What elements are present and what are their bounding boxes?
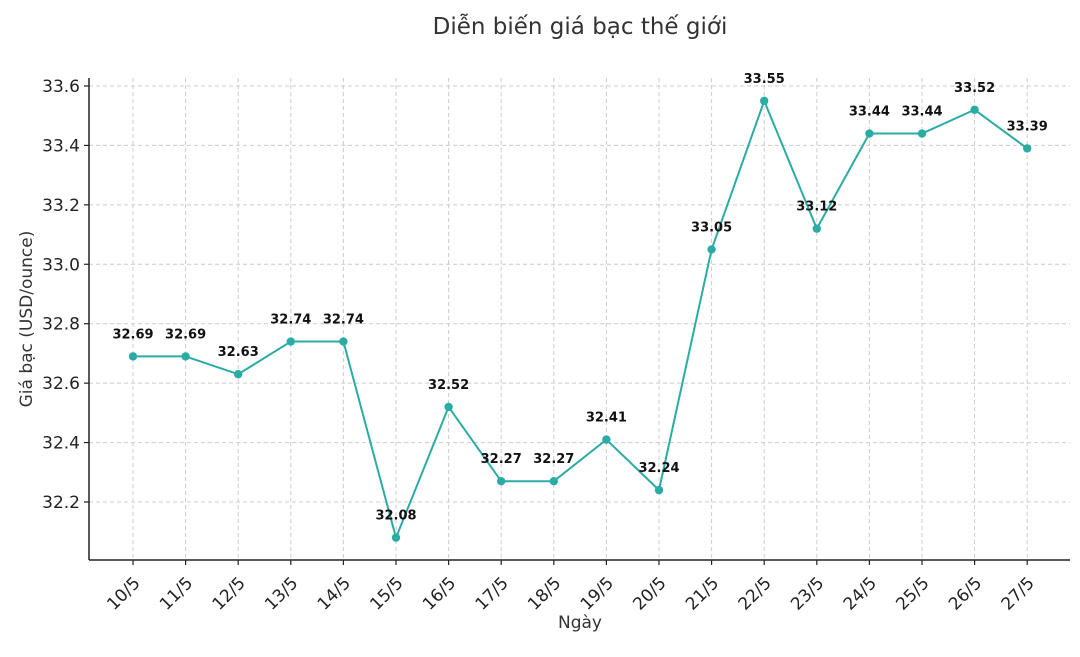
x-tick-label: 23/5 — [787, 573, 828, 614]
data-label: 32.08 — [375, 509, 416, 524]
data-point — [497, 477, 506, 486]
x-tick-label: 10/5 — [103, 573, 144, 614]
y-tick-label: 33.6 — [42, 77, 80, 97]
axes — [88, 78, 1070, 561]
x-axis-label: Ngày — [558, 613, 602, 633]
data-label: 32.27 — [481, 452, 522, 467]
data-point — [707, 245, 716, 254]
y-axis-label: Giá bạc (USD/ounce) — [17, 231, 37, 408]
x-tick-label: 19/5 — [577, 573, 618, 614]
y-ticks: 32.2 32.4 32.6 32.8 33.0 33.2 33.4 33.6 — [42, 77, 89, 513]
x-tick-label: 11/5 — [156, 573, 197, 614]
data-point — [970, 105, 979, 114]
x-tick-label: 14/5 — [314, 573, 355, 614]
x-tick-label: 20/5 — [629, 573, 670, 614]
data-label: 33.44 — [849, 105, 890, 120]
grid — [89, 78, 1070, 560]
data-point — [654, 485, 664, 495]
data-point — [602, 435, 611, 444]
data-label: 33.39 — [1007, 119, 1048, 134]
data-point — [286, 337, 295, 346]
data-point — [917, 129, 927, 138]
x-tick-label: 18/5 — [524, 573, 565, 614]
x-tick-label: 17/5 — [472, 573, 513, 614]
series-line — [133, 99, 1028, 539]
data-point — [865, 129, 874, 138]
x-tick-label: 13/5 — [261, 573, 302, 614]
chart-title: Diễn biến giá bạc thế giới — [433, 12, 728, 40]
data-labels: 32.69 32.69 32.63 32.74 32.74 32.08 32.52 32.27… — [112, 72, 1047, 524]
data-label: 33.05 — [691, 220, 732, 235]
data-label: 33.55 — [744, 72, 785, 87]
series — [128, 96, 1032, 542]
x-tick-label: 21/5 — [682, 573, 723, 614]
data-label: 32.74 — [323, 313, 364, 328]
y-tick-label: 33.4 — [42, 136, 80, 156]
data-label: 32.69 — [165, 327, 206, 342]
x-ticks: 10/5 11/5 12/5 13/5 14/5 15/5 16/5 17/5 18/5 19/5… — [103, 560, 1039, 615]
data-label: 33.12 — [796, 200, 837, 215]
data-label: 33.44 — [901, 105, 942, 120]
x-tick-label: 24/5 — [840, 573, 881, 614]
data-label: 32.74 — [270, 313, 311, 328]
y-tick-label: 32.2 — [42, 493, 80, 513]
y-tick-label: 32.8 — [42, 315, 80, 335]
data-label: 32.27 — [533, 452, 574, 467]
data-label: 32.52 — [428, 378, 469, 393]
y-tick-label: 33.0 — [42, 255, 80, 275]
y-tick-label: 32.4 — [42, 434, 80, 454]
data-label: 33.52 — [954, 81, 995, 96]
data-point — [549, 477, 558, 486]
y-tick-label: 33.2 — [42, 196, 80, 216]
data-point — [128, 352, 138, 361]
data-point — [812, 224, 821, 233]
x-tick-label: 22/5 — [735, 573, 776, 614]
x-tick-label: 15/5 — [366, 573, 407, 614]
data-point — [234, 370, 243, 379]
data-label: 32.69 — [112, 327, 153, 342]
data-point — [444, 402, 453, 412]
data-label: 32.41 — [586, 411, 627, 426]
data-point — [181, 352, 190, 361]
x-tick-label: 27/5 — [998, 573, 1039, 614]
data-point — [391, 533, 401, 542]
data-point — [760, 96, 769, 106]
data-label: 32.24 — [638, 461, 679, 476]
x-tick-label: 26/5 — [945, 573, 986, 614]
x-tick-label: 16/5 — [419, 573, 460, 614]
data-point — [1022, 144, 1032, 153]
data-label: 32.63 — [218, 345, 259, 360]
x-tick-label: 25/5 — [892, 573, 933, 614]
y-tick-label: 32.6 — [42, 374, 80, 394]
data-point — [339, 337, 348, 346]
x-tick-label: 12/5 — [209, 573, 250, 614]
